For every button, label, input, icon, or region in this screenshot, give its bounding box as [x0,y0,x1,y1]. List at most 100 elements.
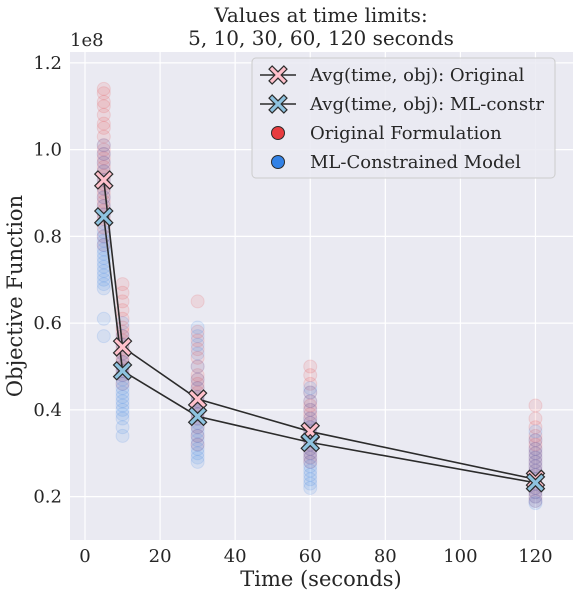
scatter-point [303,359,318,374]
scatter-point [115,389,130,404]
scatter-point [303,394,318,409]
scatter-point [190,359,205,374]
scatter-point [190,420,205,435]
scatter-point [303,368,318,383]
y-offset-label: 1e8 [70,30,104,51]
scatter-point [190,441,205,456]
scatter-point [190,437,205,452]
scatter-point [303,459,318,474]
legend-label: Original Formulation [310,123,502,144]
scatter-point [528,459,543,474]
scatter-point [96,94,111,109]
x-tick-label: 60 [299,546,322,567]
average-marker [300,432,321,453]
average-lines [93,170,546,493]
legend-marker-swatch [268,94,288,114]
scatter-point [190,381,205,396]
scatter-point [303,463,318,478]
scatter-point [190,342,205,357]
legend-box [251,57,556,179]
y-axis-label: Objective Function [3,195,27,397]
scatter-point [115,376,130,391]
average-marker [93,206,114,227]
scatter-point [190,320,205,335]
scatter-point [190,333,205,348]
scatter-point [190,424,205,439]
scatter-point [303,446,318,461]
scatter-point [303,407,318,422]
scatter-point [528,459,543,474]
scatter-point [190,359,205,374]
scatter-point [528,424,543,439]
scatter-point [190,350,205,365]
x-tick-label: 20 [149,546,172,567]
scatter-point [96,142,111,157]
scatter-point [528,398,543,413]
scatter-point [115,294,130,309]
scatter-point [190,376,205,391]
scatter-point [528,450,543,465]
average-marker [112,360,133,381]
legend: Avg(time, obj): Original Avg(time, obj): … [251,57,556,179]
scatter-point [303,472,318,487]
scatter-point [190,437,205,452]
scatter-point [303,467,318,482]
legend-label: ML-Constrained Model [310,152,521,173]
x-axis-label: Time (seconds) [240,567,401,591]
scatter-point [115,381,130,396]
y-tick-label: 1.2 [33,53,62,74]
scatter-point [96,146,111,161]
average-marker [187,406,208,427]
legend-dot-swatch [271,126,285,140]
scatter-point [96,129,111,144]
scatter-point [190,324,205,339]
scatter-point [96,138,111,153]
scatter-point [115,407,130,422]
scatter-point [115,402,130,417]
scatter-point [303,476,318,491]
scatter-point [528,433,543,448]
scatter-point [96,311,111,326]
scatter-point [96,86,111,101]
scatter-point [96,120,111,135]
chart-title-line-1: Values at time limits: [213,3,427,27]
scatter-point [303,398,318,413]
scatter-point [96,277,111,292]
scatter-point [96,146,111,161]
scatter-point [303,394,318,409]
scatter-point [115,411,130,426]
legend-label: Avg(time, obj): ML-constr [309,94,544,115]
scatter-point [303,454,318,469]
scatter-point [528,446,543,461]
scatter-point [115,398,130,413]
scatter-point [96,272,111,287]
scatter-point [96,190,111,205]
scatter-point [190,346,205,361]
average-marker [525,472,546,493]
y-tick-label: 0.4 [33,400,62,421]
y-tick-label: 0.8 [33,226,62,247]
scatter-point [303,411,318,426]
scatter-point [190,372,205,387]
scatter-point [528,493,543,508]
scatter-point [528,411,543,426]
scatter-point [528,441,543,456]
scatter-point [96,251,111,266]
scatter-point [96,255,111,270]
scatter-point [96,159,111,174]
scatter-point [303,450,318,465]
scatter-point [528,454,543,469]
legend-label: Avg(time, obj): Original [309,65,525,86]
scatter-point [528,441,543,456]
scatter-point [303,480,318,495]
scatter-point [190,294,205,309]
x-tick-label: 0 [79,546,90,567]
y-tick-label: 0.2 [33,487,62,508]
scatter-point [190,446,205,461]
scatter-point [115,385,130,400]
scatter-point [528,489,543,504]
scatter-point [190,372,205,387]
average-marker [93,170,114,190]
scatter-point [96,246,111,261]
